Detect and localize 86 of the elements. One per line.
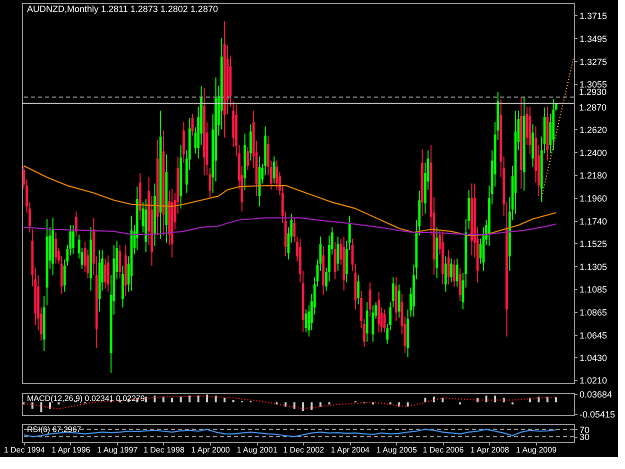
candlestick xyxy=(450,258,452,283)
candlestick xyxy=(246,146,249,171)
x-tick-label: 1 Apr 2000 xyxy=(191,446,230,454)
y-tick-label: 1.2180 xyxy=(580,170,608,181)
bar xyxy=(302,402,304,412)
candlestick xyxy=(366,302,368,342)
candlestick xyxy=(336,236,340,272)
candlestick xyxy=(74,211,78,238)
candlestick xyxy=(357,274,360,305)
y-tick-label: 30 xyxy=(580,432,590,442)
x-tick-label: 1 Aug 2009 xyxy=(516,446,558,454)
candlestick xyxy=(458,267,462,302)
y-tick-label: 1.3715 xyxy=(580,10,608,21)
y-tick-label: 1.0210 xyxy=(580,376,608,386)
y-tick-label: 1.2400 xyxy=(580,148,608,158)
line-series xyxy=(23,395,557,410)
ref-line-label: 1.2930 xyxy=(579,87,607,98)
candlestick xyxy=(378,291,380,333)
chart-title: MACD(12,26,9) 0.02341 0.02279 xyxy=(27,394,146,403)
bar xyxy=(206,394,208,402)
x-tick-label: 1 Dec 2006 xyxy=(422,446,464,454)
chart-title: RSI(6) 67.2967 xyxy=(27,425,82,434)
candlestick xyxy=(444,256,447,292)
x-tick-label: 1 Apr 1996 xyxy=(52,446,91,454)
bar xyxy=(49,402,51,409)
bar xyxy=(485,396,488,402)
y-tick-label: 1.0645 xyxy=(580,330,608,340)
y-tick-label: 1.1305 xyxy=(580,262,608,272)
candlestick xyxy=(104,258,106,290)
bar xyxy=(162,396,164,402)
bar xyxy=(188,396,191,402)
candlestick xyxy=(372,304,374,342)
y-tick-label: 70 xyxy=(580,424,590,435)
y-tick-label: 1.3495 xyxy=(580,34,608,44)
y-tick-label: 1.3275 xyxy=(580,56,608,67)
bar xyxy=(224,398,226,402)
bar xyxy=(293,402,296,409)
x-tick-label: 1 Aug 2005 xyxy=(376,446,418,454)
x-tick-label: 1 Dec 1998 xyxy=(143,446,185,454)
x-tick-label: 1 Aug 1997 xyxy=(97,446,138,454)
y-tick-label: 1.3055 xyxy=(580,80,608,90)
bar xyxy=(406,402,409,407)
bar xyxy=(171,398,174,402)
candlestick xyxy=(447,250,450,285)
bar xyxy=(546,396,548,402)
y-tick-label: -0.05415 xyxy=(580,410,616,420)
candlestick xyxy=(334,241,336,280)
candlestick xyxy=(54,232,58,264)
bar xyxy=(555,397,558,402)
candlestick xyxy=(72,224,74,255)
bar xyxy=(31,402,34,409)
candlestick xyxy=(456,258,458,288)
y-tick-label: 1.1740 xyxy=(580,216,608,226)
x-tick-label: 1 Dec 2002 xyxy=(283,446,325,454)
x-tick-label: 1 Apr 2008 xyxy=(470,446,510,454)
x-tick-label: 1 Dec 1994 xyxy=(4,446,46,454)
y-tick-label: 1.1085 xyxy=(580,284,608,295)
y-tick-label: 1.0430 xyxy=(580,352,608,363)
candlestick xyxy=(272,156,276,184)
bar xyxy=(538,396,540,402)
ref-line-label: 1.2870 xyxy=(579,102,607,112)
bar xyxy=(494,396,496,402)
bar xyxy=(144,396,147,402)
candlestick xyxy=(453,258,456,288)
candlestick xyxy=(118,244,122,279)
y-tick-label: 0.03684 xyxy=(580,390,612,400)
y-tick-label: 1.2620 xyxy=(580,124,608,135)
bar xyxy=(180,396,182,402)
candlestick xyxy=(368,282,372,318)
candlestick xyxy=(182,122,185,164)
bar xyxy=(214,396,217,402)
bar xyxy=(319,402,322,407)
bar xyxy=(310,402,313,410)
bar xyxy=(154,396,156,402)
bar xyxy=(284,402,287,407)
candlestick xyxy=(249,124,252,162)
candlestick xyxy=(398,284,400,318)
y-tick-label: 1.1960 xyxy=(580,194,608,204)
x-tick-label: 1 Aug 2001 xyxy=(236,446,278,454)
chart-title: AUDNZD,Monthly 1.2811 1.2873 1.2802 1.2870 xyxy=(27,4,218,14)
bar xyxy=(40,402,42,412)
bar xyxy=(197,396,200,402)
candlestick xyxy=(106,254,110,292)
x-tick-label: 1 Apr 2004 xyxy=(330,446,370,454)
y-tick-label: 1.1525 xyxy=(580,238,608,249)
y-tick-label: 1.0865 xyxy=(580,308,608,318)
